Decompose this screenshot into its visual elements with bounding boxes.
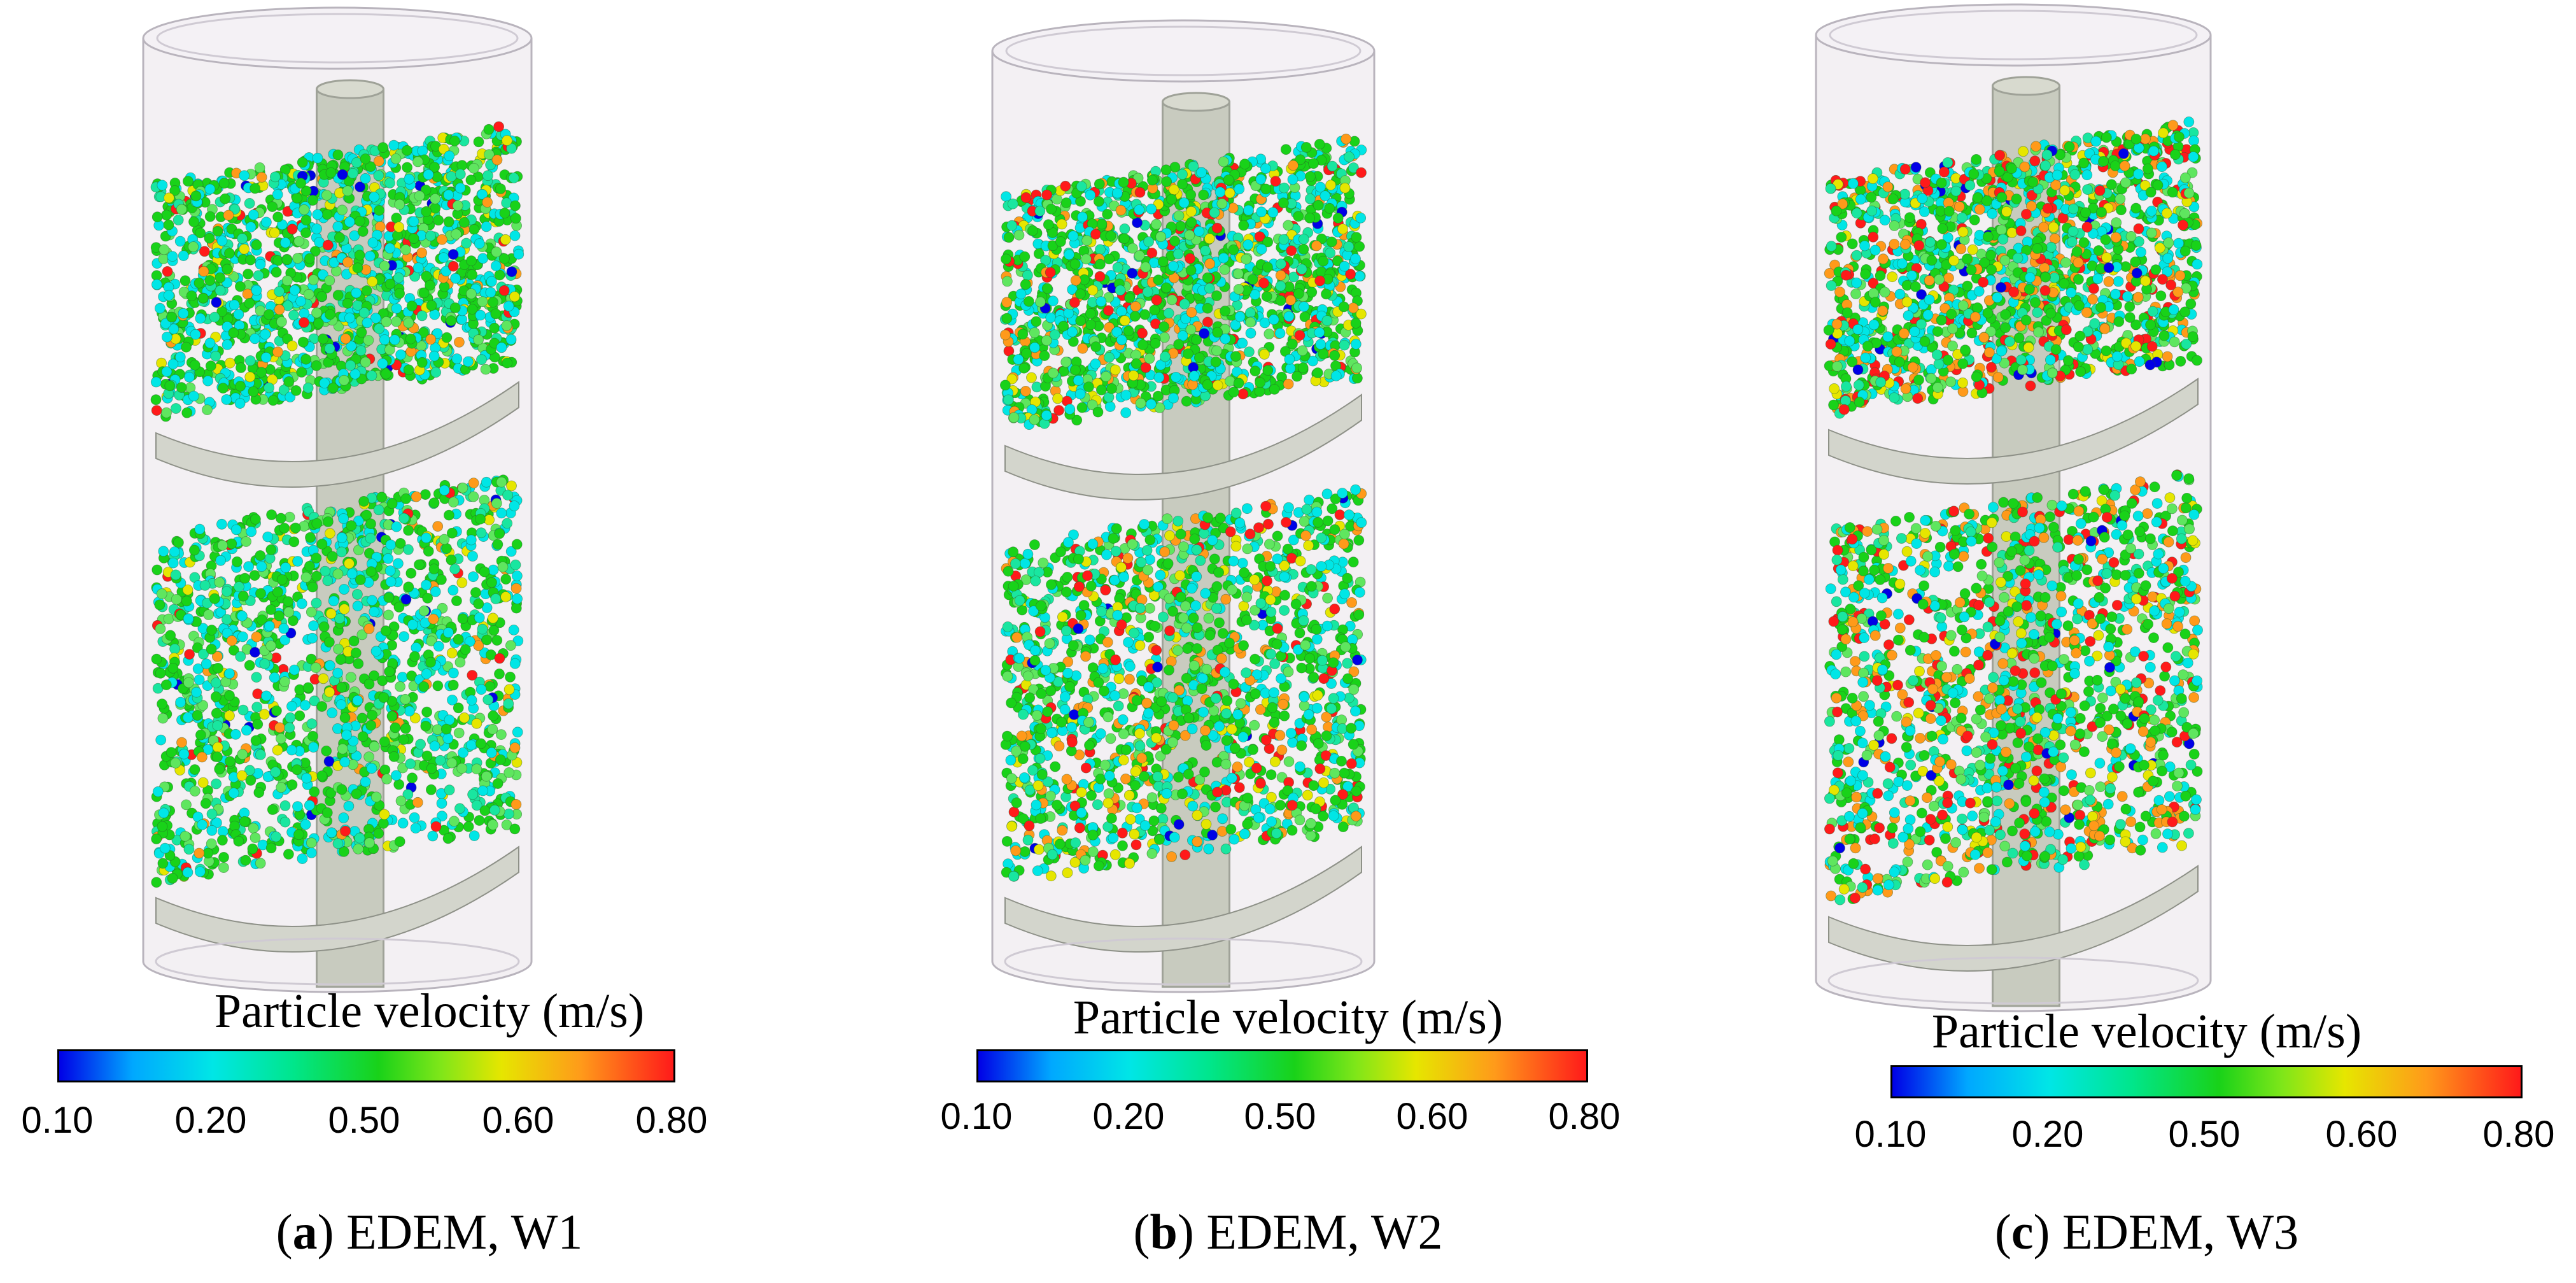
tick-a-0: 0.10: [21, 1100, 94, 1141]
caption-a-text: EDEM, W1: [346, 1204, 583, 1259]
tick-c-2: 0.50: [2168, 1114, 2241, 1155]
caption-a: (a) EDEM, W1: [0, 1203, 859, 1261]
caption-b-text: EDEM, W2: [1206, 1204, 1443, 1259]
tick-b-2: 0.50: [1244, 1096, 1316, 1137]
caption-b: (b) EDEM, W2: [859, 1203, 1717, 1261]
panel-b: Particle velocity (m/s) 0.10 0.20 0.50 0…: [859, 0, 1717, 1283]
caption-c-text: EDEM, W3: [2062, 1204, 2299, 1259]
panel-a: Particle velocity (m/s) 0.10 0.20 0.50 0…: [0, 0, 859, 1283]
tick-a-2: 0.50: [328, 1100, 400, 1141]
caption-b-close: ): [1177, 1204, 1194, 1259]
caption-c-close: ): [2033, 1204, 2050, 1259]
caption-a-letter: a: [292, 1204, 318, 1259]
colorbar-b: [976, 1049, 1588, 1082]
simulation-image-b: [991, 19, 1376, 993]
colorbar-a: [57, 1049, 675, 1082]
legend-title-c: Particle velocity (m/s): [1931, 1005, 2362, 1058]
caption-c: (c) EDEM, W3: [1717, 1203, 2576, 1261]
tick-b-0: 0.10: [940, 1096, 1013, 1137]
caption-a-close: ): [317, 1204, 334, 1259]
tick-b-3: 0.60: [1396, 1096, 1468, 1137]
simulation-image-a: [142, 6, 533, 993]
tick-c-4: 0.80: [2482, 1114, 2555, 1155]
caption-b-letter: b: [1150, 1204, 1178, 1259]
legend-title-a: Particle velocity (m/s): [214, 984, 645, 1038]
caption-c-letter: c: [2011, 1204, 2034, 1259]
tick-c-3: 0.60: [2325, 1114, 2398, 1155]
panel-c: Particle velocity (m/s) 0.10 0.20 0.50 0…: [1717, 0, 2576, 1283]
legend-title-b: Particle velocity (m/s): [1073, 991, 1503, 1044]
tick-a-1: 0.20: [174, 1100, 247, 1141]
colorbar-c: [1890, 1065, 2523, 1098]
tick-c-0: 0.10: [1854, 1114, 1927, 1155]
tick-c-1: 0.20: [2011, 1114, 2084, 1155]
tick-a-4: 0.80: [635, 1100, 708, 1141]
caption-b-open: (: [1133, 1204, 1150, 1259]
tick-b-4: 0.80: [1548, 1096, 1621, 1137]
caption-a-open: (: [276, 1204, 293, 1259]
tick-a-3: 0.60: [482, 1100, 554, 1141]
tick-b-1: 0.20: [1092, 1096, 1165, 1137]
simulation-image-c: [1815, 3, 2212, 1012]
caption-c-open: (: [1994, 1204, 2011, 1259]
